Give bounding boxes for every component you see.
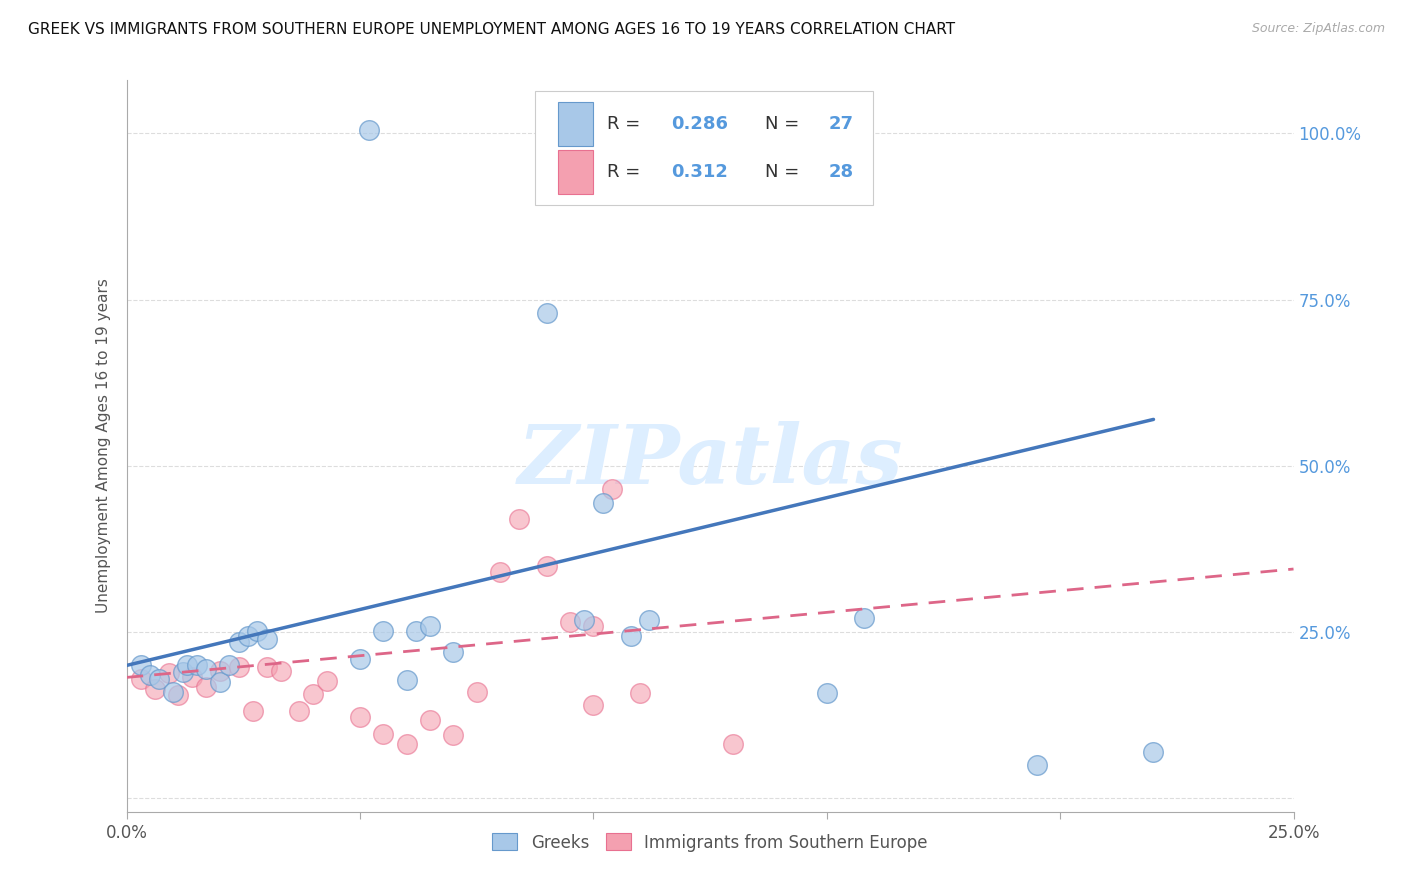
Point bbox=[143, 681, 166, 696]
Text: R =: R = bbox=[607, 115, 647, 133]
Text: N =: N = bbox=[765, 115, 804, 133]
Point bbox=[180, 670, 202, 684]
Point bbox=[172, 665, 194, 679]
Point bbox=[129, 658, 152, 673]
Point bbox=[638, 613, 661, 627]
Point bbox=[508, 512, 530, 526]
Point bbox=[349, 710, 371, 724]
Text: N =: N = bbox=[765, 162, 804, 181]
Text: 27: 27 bbox=[830, 115, 853, 133]
Point bbox=[176, 658, 198, 673]
Point bbox=[536, 306, 558, 320]
Point bbox=[419, 713, 441, 727]
Point bbox=[236, 628, 259, 642]
Point bbox=[246, 624, 269, 638]
Point bbox=[441, 645, 464, 659]
Point bbox=[558, 615, 581, 630]
Point bbox=[302, 687, 325, 701]
Point bbox=[129, 672, 152, 686]
Point bbox=[441, 728, 464, 742]
Point bbox=[256, 660, 278, 674]
Point bbox=[465, 685, 488, 699]
Point bbox=[600, 482, 623, 496]
Text: R =: R = bbox=[607, 162, 647, 181]
Point bbox=[582, 618, 605, 632]
Text: ZIPatlas: ZIPatlas bbox=[517, 421, 903, 500]
Point bbox=[228, 660, 250, 674]
Text: 0.312: 0.312 bbox=[672, 162, 728, 181]
FancyBboxPatch shape bbox=[558, 103, 593, 146]
Text: Source: ZipAtlas.com: Source: ZipAtlas.com bbox=[1251, 22, 1385, 36]
Point bbox=[1025, 758, 1047, 772]
Point bbox=[194, 662, 217, 676]
Text: 0.286: 0.286 bbox=[672, 115, 728, 133]
Point bbox=[157, 666, 180, 681]
Point bbox=[167, 689, 190, 703]
Point bbox=[731, 123, 754, 137]
Point bbox=[405, 624, 427, 638]
Text: 28: 28 bbox=[830, 162, 855, 181]
Y-axis label: Unemployment Among Ages 16 to 19 years: Unemployment Among Ages 16 to 19 years bbox=[96, 278, 111, 614]
Point bbox=[572, 613, 595, 627]
Point bbox=[723, 737, 745, 751]
Point bbox=[139, 668, 162, 682]
Point bbox=[628, 686, 651, 700]
Text: GREEK VS IMMIGRANTS FROM SOUTHERN EUROPE UNEMPLOYMENT AMONG AGES 16 TO 19 YEARS : GREEK VS IMMIGRANTS FROM SOUTHERN EUROPE… bbox=[28, 22, 955, 37]
Point bbox=[194, 680, 217, 694]
Point bbox=[373, 624, 395, 638]
Point bbox=[536, 558, 558, 573]
Point bbox=[256, 632, 278, 646]
Point bbox=[218, 658, 240, 673]
Point bbox=[148, 672, 170, 686]
Point bbox=[815, 686, 838, 700]
Point bbox=[373, 727, 395, 741]
Point bbox=[208, 664, 231, 678]
FancyBboxPatch shape bbox=[534, 91, 873, 204]
FancyBboxPatch shape bbox=[558, 150, 593, 194]
Point bbox=[853, 610, 876, 624]
Point bbox=[359, 123, 381, 137]
Point bbox=[620, 628, 643, 642]
Point bbox=[395, 673, 418, 687]
Point bbox=[419, 618, 441, 632]
Point bbox=[489, 566, 512, 580]
Point bbox=[162, 685, 184, 699]
Point bbox=[228, 635, 250, 649]
Point bbox=[270, 664, 292, 678]
Point bbox=[395, 737, 418, 751]
Point bbox=[349, 652, 371, 666]
Point bbox=[582, 698, 605, 713]
Point bbox=[242, 704, 264, 718]
Point bbox=[208, 675, 231, 690]
Point bbox=[316, 673, 339, 688]
Point bbox=[186, 658, 208, 673]
Point bbox=[288, 704, 311, 718]
Legend: Greeks, Immigrants from Southern Europe: Greeks, Immigrants from Southern Europe bbox=[485, 827, 935, 858]
Point bbox=[592, 495, 614, 509]
Point bbox=[1142, 745, 1164, 759]
